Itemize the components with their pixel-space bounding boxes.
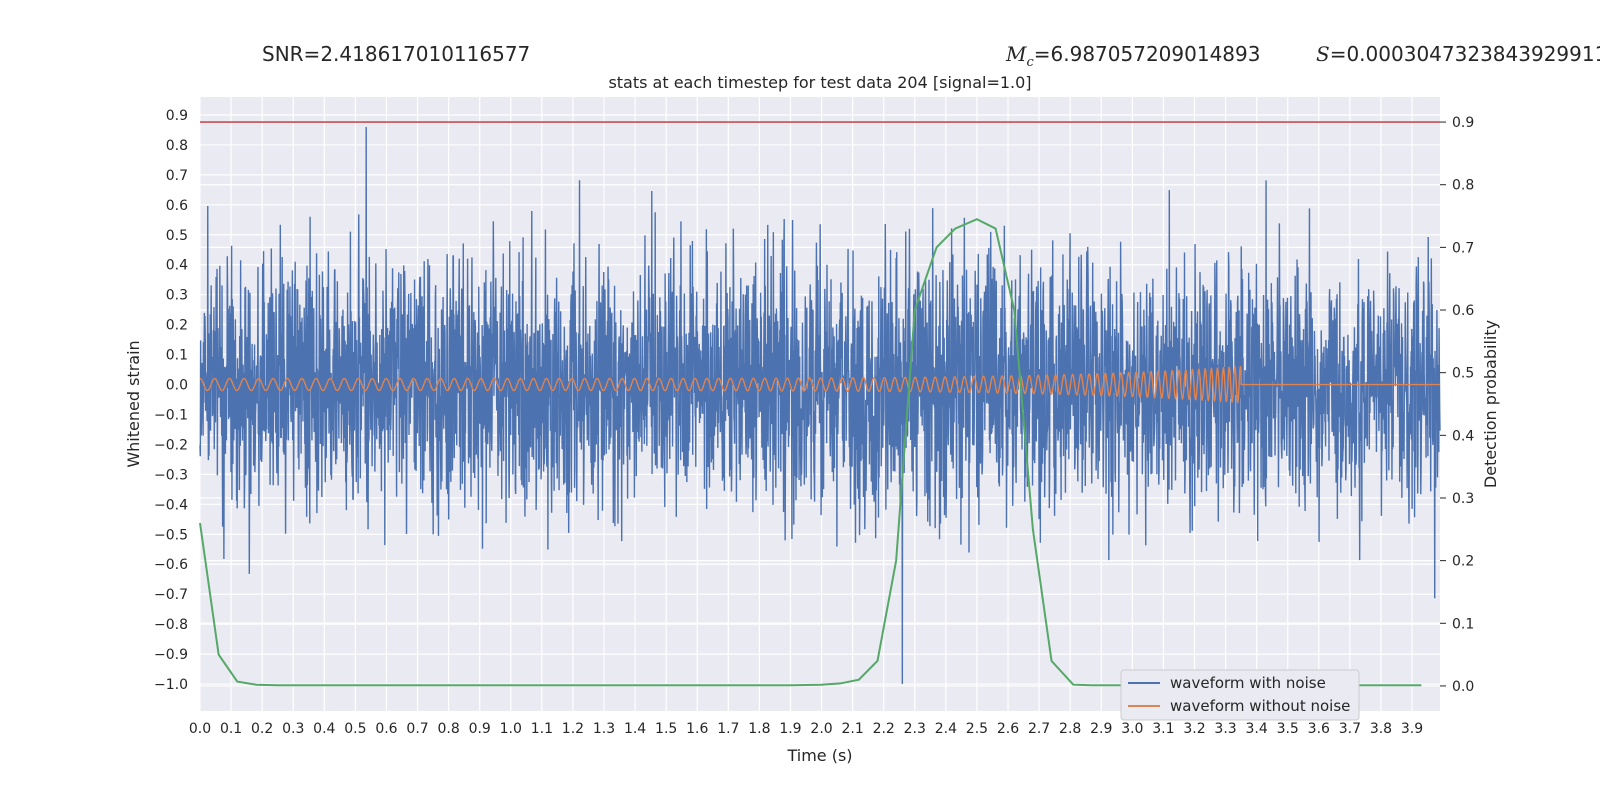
chirp-mass-subscript: c	[1026, 55, 1034, 70]
y2-axis-label: Detection probability	[1481, 320, 1500, 488]
y2-tick-label: 0.4	[1452, 428, 1474, 444]
y2-tick-label: 0.3	[1452, 491, 1474, 507]
y2-tick-label: 0.0	[1452, 679, 1474, 695]
y-tick-label: 0.7	[166, 168, 188, 184]
x-tick-label: 3.5	[1277, 721, 1299, 737]
x-tick-label: 2.6	[997, 721, 1019, 737]
x-tick-label: 0.3	[282, 721, 304, 737]
grid	[199, 97, 1440, 711]
y2-tick-label: 0.6	[1452, 303, 1474, 319]
probability-path	[199, 218, 1422, 687]
x-tick-label: 2.9	[1090, 721, 1112, 737]
y-tick-label: 0.3	[166, 288, 188, 304]
snr-label: SNR=	[262, 42, 321, 66]
clean-waveform-path	[199, 365, 1440, 404]
y-tick-label: 0.1	[166, 348, 188, 364]
x-tick-label: 2.1	[841, 721, 863, 737]
s-value: =0.0003047323843929911	[1329, 42, 1600, 66]
y-tick-label: 0.8	[166, 138, 188, 154]
series-detection-probability	[199, 218, 1422, 687]
y2-tick-label: 0.2	[1452, 554, 1474, 570]
y2-tick-label: 0.5	[1452, 366, 1474, 382]
x-axis-ticks: 0.0 0.1 0.2 0.3 0.4 0.5 0.6 0.7 0.8 0.9 1.0 1.1 1.2 1…	[189, 721, 1423, 737]
snr-stat: SNR=2.418617010116577	[262, 40, 530, 68]
x-tick-label: 3.1	[1152, 721, 1174, 737]
y-tick-label: −0.5	[154, 527, 188, 543]
x-tick-label: 3.6	[1308, 721, 1330, 737]
x-tick-label: 2.4	[935, 721, 957, 737]
x-tick-label: 3.7	[1339, 721, 1361, 737]
x-tick-label: 1.7	[717, 721, 739, 737]
y-tick-label: 0.9	[166, 108, 188, 124]
x-tick-label: 2.8	[1059, 721, 1081, 737]
x-tick-label: 0.1	[220, 721, 242, 737]
y2-tick-label: 0.1	[1452, 616, 1474, 632]
s-symbol: S	[1316, 42, 1330, 66]
snr-value: 2.418617010116577	[320, 42, 531, 66]
chart-title: stats at each timestep for test data 204…	[608, 73, 1031, 92]
x-tick-label: 0.6	[375, 721, 397, 737]
x-tick-label: 0.8	[437, 721, 459, 737]
y-tick-label: −0.8	[154, 617, 188, 633]
legend-label-clean: waveform without noise	[1170, 697, 1350, 715]
x-tick-label: 3.9	[1401, 721, 1423, 737]
x-tick-label: 3.8	[1370, 721, 1392, 737]
y-tick-label: 0.4	[166, 258, 188, 274]
y-tick-label: −0.6	[154, 557, 188, 573]
y-tick-label: −0.3	[154, 467, 188, 483]
series-waveform-with-noise	[199, 126, 1441, 685]
chirp-mass-value: =6.987057209014893	[1033, 42, 1261, 66]
x-tick-label: 3.0	[1121, 721, 1143, 737]
x-tick-label: 2.0	[810, 721, 832, 737]
x-tick-label: 1.2	[562, 721, 584, 737]
x-tick-label: 1.9	[779, 721, 801, 737]
legend: waveform with noise waveform without noi…	[1120, 669, 1360, 721]
x-tick-label: 0.2	[251, 721, 273, 737]
y2-tick-label: 0.9	[1452, 115, 1474, 131]
x-tick-label: 2.5	[966, 721, 988, 737]
x-tick-label: 3.3	[1214, 721, 1236, 737]
y-axis-label: Whitened strain	[124, 340, 143, 467]
legend-box	[1120, 669, 1360, 721]
x-tick-label: 3.4	[1246, 721, 1268, 737]
y-tick-label: 0.5	[166, 228, 188, 244]
x-tick-label: 1.5	[655, 721, 677, 737]
x-tick-label: 2.2	[873, 721, 895, 737]
legend-label-noise: waveform with noise	[1170, 674, 1326, 692]
x-tick-label: 1.4	[624, 721, 646, 737]
y2-tick-label: 0.8	[1452, 178, 1474, 194]
x-tick-label: 0.4	[313, 721, 335, 737]
x-tick-label: 2.3	[904, 721, 926, 737]
y-tick-label: −0.4	[154, 497, 188, 513]
x-tick-label: 1.3	[593, 721, 615, 737]
y-tick-label: 0.2	[166, 318, 188, 334]
y-tick-label: −0.1	[154, 407, 188, 423]
chirp-mass-stat: Mc=6.987057209014893	[1006, 40, 1260, 77]
x-tick-label: 3.2	[1183, 721, 1205, 737]
s-stat: S=0.0003047323843929911	[1316, 40, 1600, 68]
y-tick-label: −0.7	[154, 587, 188, 603]
y2-axis-ticks: 0.9 0.8 0.7 0.6 0.5 0.4 0.3 0.2 0.1 0.0	[1440, 115, 1474, 695]
x-tick-label: 2.7	[1028, 721, 1050, 737]
y-tick-label: −0.2	[154, 437, 188, 453]
y-tick-label: 0.0	[166, 378, 188, 394]
series-waveform-without-noise	[199, 365, 1440, 404]
chirp-mass-symbol: M	[1006, 42, 1027, 66]
y-axis-ticks: 0.9 0.8 0.7 0.6 0.5 0.4 0.3 0.2 0.1 0.0 −0.1 −0.2 −0…	[154, 108, 188, 693]
x-axis-label: Time (s)	[786, 746, 852, 765]
x-tick-label: 0.9	[469, 721, 491, 737]
x-tick-label: 1.8	[748, 721, 770, 737]
y-tick-label: −0.9	[154, 647, 188, 663]
x-tick-label: 1.6	[686, 721, 708, 737]
x-tick-label: 0.5	[344, 721, 366, 737]
x-tick-label: 0.0	[189, 721, 211, 737]
y-tick-label: −1.0	[154, 677, 188, 693]
y2-tick-label: 0.7	[1452, 240, 1474, 256]
y-tick-label: 0.6	[166, 198, 188, 214]
x-tick-label: 0.7	[406, 721, 428, 737]
noise-waveform-path	[199, 126, 1441, 685]
x-tick-label: 1.0	[500, 721, 522, 737]
x-tick-label: 1.1	[531, 721, 553, 737]
